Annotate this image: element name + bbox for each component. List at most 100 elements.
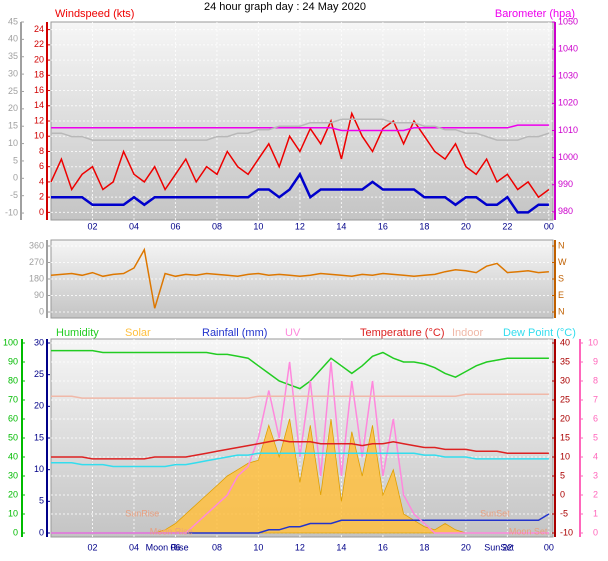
chart-title: 24 hour graph day : 24 May 2020	[204, 1, 366, 13]
x-tick-label: 04	[129, 542, 139, 552]
line	[51, 124, 549, 132]
tick-label: 18	[34, 70, 44, 80]
x-tick-label: 22	[502, 221, 512, 231]
x-tick-label: 02	[87, 542, 97, 552]
legend-label: Barometer (hpa)	[495, 8, 575, 20]
tick-label: 1000	[558, 152, 578, 162]
tick-label: -5	[560, 508, 568, 518]
tick-label: 40	[560, 337, 570, 347]
tick-label: 5	[13, 155, 18, 165]
tick-label: 15	[34, 432, 44, 442]
tick-label: 20	[34, 401, 44, 411]
legend-label: UV	[285, 327, 301, 339]
tick-label: 5	[39, 496, 44, 506]
tick-label: 9	[593, 356, 598, 366]
event-label: Moon Rise	[150, 526, 193, 536]
x-tick-label: 16	[378, 542, 388, 552]
line	[51, 349, 549, 390]
tick-label: S	[558, 273, 564, 283]
tick-label: 25	[8, 86, 18, 96]
tick-label: 8	[593, 375, 598, 385]
legend-label: Humidity	[56, 327, 99, 339]
x-tick-label: 16	[378, 221, 388, 231]
tick-label: 6	[593, 413, 598, 423]
x-tick-label: 08	[212, 542, 222, 552]
x-tick-label: 18	[419, 542, 429, 552]
tick-label: 20	[560, 413, 570, 423]
tick-label: 180	[29, 273, 44, 283]
event-label: SunSet	[480, 508, 510, 518]
tick-label: 360	[29, 240, 44, 250]
tick-label: 30	[8, 68, 18, 78]
tick-label: 7	[593, 394, 598, 404]
tick-label: 24	[34, 24, 44, 34]
tick-label: -5	[10, 190, 18, 200]
x-tick-label: 00	[544, 542, 554, 552]
tick-label: 40	[8, 451, 18, 461]
tick-label: 14	[34, 100, 44, 110]
event-label: Moon Rise	[146, 542, 189, 552]
tick-label: 1050	[558, 16, 578, 26]
tick-label: 70	[8, 394, 18, 404]
tick-label: 0	[39, 207, 44, 217]
tick-label: 0	[13, 527, 18, 537]
tick-label: 22	[34, 39, 44, 49]
tick-label: 40	[8, 34, 18, 44]
tick-label: 10	[34, 464, 44, 474]
tick-label: 10	[560, 451, 570, 461]
line	[50, 247, 549, 309]
tick-label: 0	[560, 489, 565, 499]
x-tick-label: 22	[502, 542, 512, 552]
tick-label: 35	[8, 51, 18, 61]
x-tick-label: 14	[336, 542, 346, 552]
line	[51, 361, 549, 534]
x-tick-label: 12	[295, 221, 305, 231]
x-tick-label: 06	[170, 542, 180, 552]
x-tick-label: 04	[129, 221, 139, 231]
tick-label: 12	[34, 115, 44, 125]
x-tick-label: 10	[253, 221, 263, 231]
tick-label: 2	[593, 489, 598, 499]
x-tick-label: 20	[461, 542, 471, 552]
x-tick-label: 02	[87, 221, 97, 231]
x-tick-label: 00	[544, 221, 554, 231]
tick-label: 16	[34, 85, 44, 95]
line	[51, 393, 549, 399]
tick-label: 1010	[558, 125, 578, 135]
x-tick-label: 18	[419, 221, 429, 231]
tick-label: 10	[34, 131, 44, 141]
tick-label: N	[558, 240, 565, 250]
tick-label: 0	[39, 306, 44, 316]
tick-label: 1	[593, 508, 598, 518]
tick-label: 80	[8, 375, 18, 385]
tick-label: 5	[560, 470, 565, 480]
x-tick-label: 12	[295, 542, 305, 552]
legend-label: Indoor	[452, 327, 484, 339]
event-label: SunRise	[125, 508, 159, 518]
line	[51, 439, 549, 460]
tick-label: 270	[29, 257, 44, 267]
tick-label: 35	[560, 356, 570, 366]
tick-label: 4	[593, 451, 598, 461]
event-label: Moon Set	[509, 526, 548, 536]
tick-label: 10	[8, 138, 18, 148]
tick-label: 45	[8, 16, 18, 26]
tick-label: 0	[13, 173, 18, 183]
legend-label: Solar	[125, 327, 151, 339]
plot-area	[50, 239, 554, 319]
tick-label: 25	[34, 369, 44, 379]
line	[51, 118, 550, 141]
tick-label: -10	[5, 207, 18, 217]
tick-label: 15	[560, 432, 570, 442]
tick-label: 25	[560, 394, 570, 404]
tick-label: 20	[8, 103, 18, 113]
x-tick-label: 14	[336, 221, 346, 231]
tick-label: 20	[8, 489, 18, 499]
tick-label: 4	[39, 176, 44, 186]
x-tick-label: 08	[212, 221, 222, 231]
tick-label: 50	[8, 432, 18, 442]
tick-label: 990	[558, 179, 573, 189]
tick-label: 0	[593, 527, 598, 537]
tick-label: 90	[34, 290, 44, 300]
